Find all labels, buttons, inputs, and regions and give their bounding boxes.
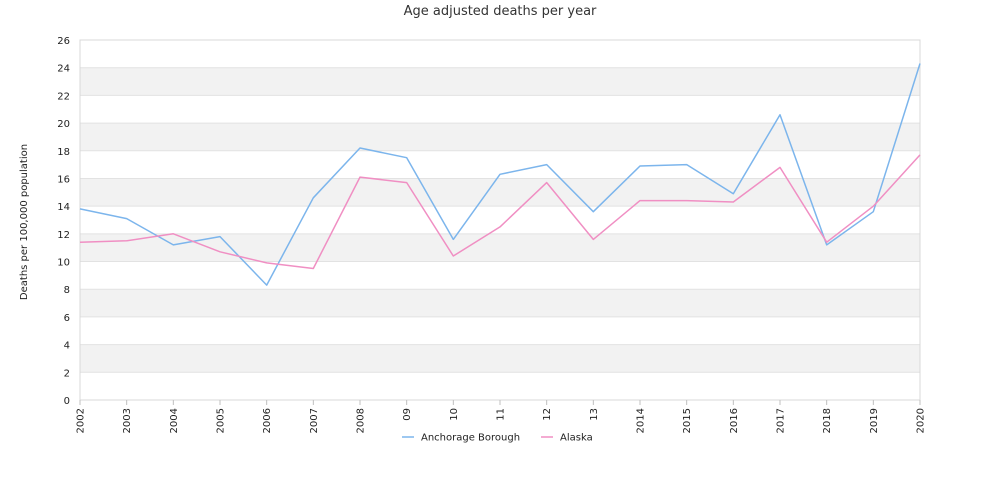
y-tick-label: 0: [64, 396, 70, 407]
y-tick-label: 16: [57, 174, 70, 185]
y-tick-label: 14: [57, 202, 70, 213]
x-tick-label: 09: [402, 408, 413, 421]
y-tick-label: 18: [57, 147, 70, 158]
x-tick-label: 2016: [729, 408, 740, 433]
grid-band: [80, 261, 920, 290]
y-tick-label: 8: [64, 285, 70, 296]
grid-band: [80, 206, 920, 234]
series-line-alaska: [79, 154, 921, 270]
legend-item[interactable]: Anchorage Borough: [402, 433, 520, 444]
y-tick-label: 6: [64, 313, 70, 324]
x-tick-label: 2005: [216, 408, 227, 433]
grid-band: [80, 40, 920, 68]
x-tick-label: 2015: [682, 408, 693, 433]
x-tick-label: 2004: [169, 408, 180, 433]
grid-band: [80, 67, 920, 96]
grid-band: [80, 372, 920, 400]
chart-title: Age adjusted deaths per year: [404, 4, 597, 19]
x-tick-label: 2006: [262, 408, 273, 433]
x-tick-label: 10: [449, 408, 460, 421]
grid-band: [80, 95, 920, 124]
grid-band: [80, 316, 920, 345]
y-tick-label: 20: [57, 119, 70, 130]
y-tick-label: 26: [57, 36, 70, 47]
x-tick-label: 2003: [122, 408, 133, 433]
grid-bands: [80, 40, 920, 400]
y-tick-label: 12: [57, 230, 70, 241]
y-tick-label: 10: [57, 258, 70, 269]
x-tick-label: 2020: [916, 408, 927, 433]
x-tick-label: 2002: [76, 408, 87, 433]
x-tick-label: 13: [589, 408, 600, 421]
x-tick-label: 11: [496, 408, 507, 421]
x-tick-label: 12: [542, 408, 553, 421]
y-axis-label: Deaths per 100,000 population: [19, 144, 30, 300]
y-tick-label: 2: [64, 368, 70, 379]
legend-label: Anchorage Borough: [421, 433, 520, 444]
x-tick-label: 2017: [776, 408, 787, 433]
x-tick-label: 2008: [356, 408, 367, 433]
legend-label: Alaska: [560, 433, 593, 444]
series-line-anchorage-borough: [79, 63, 921, 286]
grid-band: [80, 289, 920, 317]
grid-band: [80, 344, 920, 373]
grid-band: [80, 123, 920, 151]
x-tick-label: 2007: [309, 408, 320, 433]
x-tick-label: 2014: [636, 408, 647, 433]
grid-band: [80, 178, 920, 207]
x-tick-label: 2019: [869, 408, 880, 433]
legend: Anchorage Borough Alaska: [402, 433, 593, 444]
series-layer: [79, 63, 921, 286]
y-tick-label: 4: [64, 341, 70, 352]
y-tick-label: 22: [57, 91, 70, 102]
x-tick-label: 2018: [822, 408, 833, 433]
legend-item[interactable]: Alaska: [541, 433, 593, 444]
x-axis: 2002 2003 2004 2005 2006 2007 2008 09 10 11 12 13 20…: [76, 400, 927, 433]
y-tick-label: 24: [57, 64, 70, 75]
grid-band: [80, 233, 920, 262]
